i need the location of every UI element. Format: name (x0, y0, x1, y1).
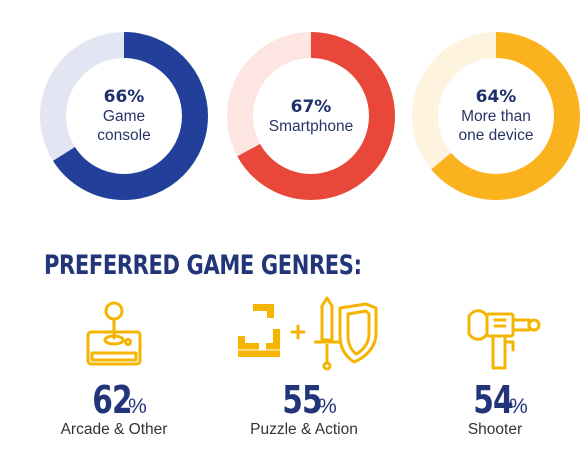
donut-label: 64% More than one device (410, 30, 582, 202)
percentage-value: 62 (92, 378, 133, 422)
genre-percentage: 62% (24, 378, 204, 422)
percent-sign: % (318, 395, 337, 418)
donut-slice-more-than-one-device (412, 32, 580, 200)
donut-ring (412, 32, 580, 200)
donut-ring (227, 32, 395, 200)
caption-line: More than (461, 108, 531, 125)
genre-percentage: 54% (405, 378, 585, 422)
genre-label: Puzzle & Action (250, 421, 358, 438)
caption-line: Game (102, 108, 146, 125)
donut-ring (40, 32, 208, 200)
section-title: PREFERRED GAME GENRES: (44, 250, 362, 281)
percentage-value: 55 (282, 378, 323, 422)
donut-more-than-one-device: 64% More than one device (410, 30, 582, 202)
genre-puzzle-and-action: 55% Puzzle & Action (214, 296, 394, 446)
caption-line: one device (458, 127, 534, 144)
donut-slice-smartphone (227, 32, 395, 200)
donut-caption: Game console (97, 107, 150, 145)
genre-percentage: 55% (214, 378, 394, 422)
genre-label: Shooter (467, 421, 523, 438)
genre-label: Arcade & Other (60, 421, 168, 438)
donut-percentage: 66% (103, 87, 145, 107)
donut-percentage: 64% (475, 87, 517, 107)
donut-label: 67% Smartphone (225, 30, 397, 202)
blaster-gun-icon (467, 309, 541, 370)
donut-percentage: 67% (290, 96, 332, 117)
donut-caption: Smartphone (269, 117, 353, 136)
donut-label: 66% Game console (38, 30, 210, 202)
percentage-value: 54 (473, 378, 514, 422)
donut-smartphone: 67% Smartphone (225, 30, 397, 202)
percent-sign: % (128, 395, 147, 418)
caption-line: Smartphone (268, 117, 354, 135)
donut-game-console: 66% Game console (38, 30, 210, 202)
puzzle-blocks-and-sword-shield-icon (238, 296, 378, 371)
percent-sign: % (509, 395, 528, 418)
joystick-icon (86, 301, 142, 366)
genre-shooter: 54% Shooter (405, 296, 585, 446)
genre-arcade-and-other: 62% Arcade & Other (24, 296, 204, 446)
donut-slice-game-console (40, 32, 208, 200)
caption-line: console (97, 127, 151, 144)
donut-caption: More than one device (459, 107, 534, 145)
